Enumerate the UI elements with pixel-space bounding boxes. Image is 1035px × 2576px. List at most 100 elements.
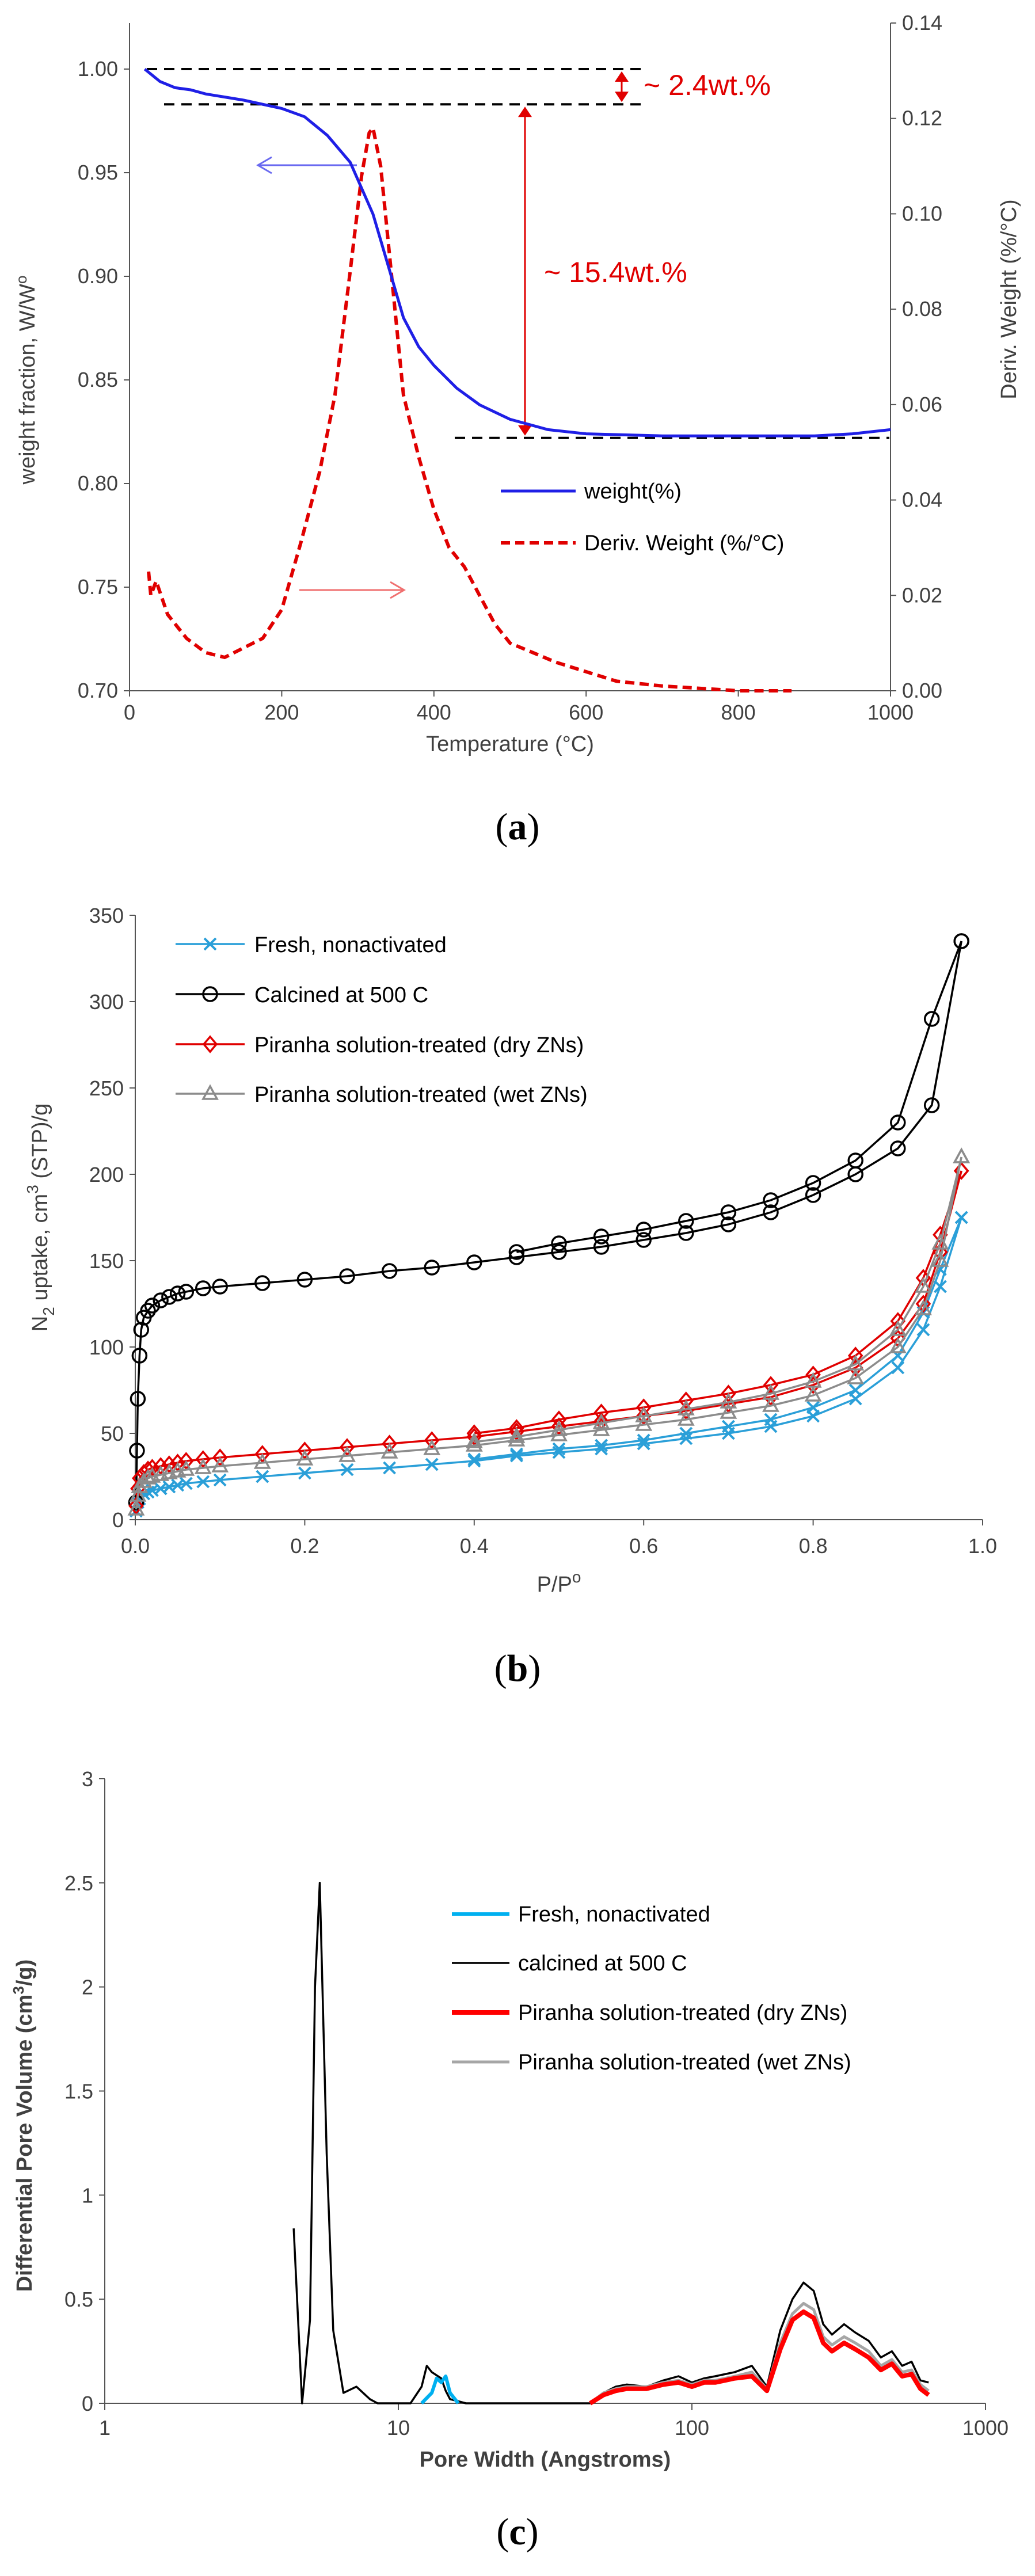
y-axis-label-ylabel_sub: 2 <box>40 1307 58 1316</box>
data-point <box>720 1403 737 1419</box>
loss-arrow-1-head-top <box>615 71 629 82</box>
y-tick-label: 50 <box>101 1422 124 1445</box>
y-tick-label: 0.95 <box>78 161 118 184</box>
legend-label-deriv: Deriv. Weight (%/°C) <box>584 531 784 555</box>
y-axis-label-ylabel_prefix: N <box>28 1316 52 1331</box>
x-axis-label-text: P/P <box>537 1573 572 1597</box>
data-point <box>847 1354 865 1371</box>
series-adsorption-line <box>135 1170 962 1506</box>
data-point <box>139 1468 157 1485</box>
data-point <box>636 1407 652 1425</box>
legend-label: Piranha solution-treated (dry ZNs) <box>254 1033 584 1057</box>
data-point <box>423 1439 441 1455</box>
data-point <box>195 1450 211 1468</box>
data-point <box>380 1443 398 1459</box>
data-point <box>762 1396 779 1412</box>
data-point <box>467 1454 481 1468</box>
loss-arrow-2-head-bottom <box>518 425 532 436</box>
x-axis-label: Temperature (°C) <box>426 732 594 756</box>
data-point <box>677 1410 695 1426</box>
data-point <box>153 1457 169 1475</box>
data-point <box>953 933 969 949</box>
y-axis-label-sup: o <box>13 276 30 284</box>
caption-a: (a) <box>496 806 540 848</box>
loss-arrow-2-head-top <box>518 106 532 117</box>
data-point <box>891 1361 905 1375</box>
y-tick-label: 200 <box>89 1163 124 1186</box>
data-point <box>847 1152 863 1169</box>
data-point <box>508 1244 525 1260</box>
y2-tick-label: 0.08 <box>902 297 942 321</box>
data-point <box>161 1289 177 1305</box>
x-axis-label: Pore Width (Angstroms) <box>420 2448 671 2472</box>
data-point <box>933 1280 947 1293</box>
x-axis-label-sup: o <box>572 1568 581 1586</box>
data-point <box>595 1442 608 1456</box>
legend-swatch-marker <box>202 986 218 1002</box>
y2-tick-label: 0.06 <box>902 393 942 416</box>
data-point <box>256 1470 269 1483</box>
series-group <box>128 933 969 1510</box>
data-point <box>593 1239 610 1255</box>
data-point <box>135 1472 153 1488</box>
y-tick-label: 250 <box>89 1076 124 1100</box>
y-axis-label-ylabel_sup: 3 <box>10 1986 27 1994</box>
data-point <box>720 1216 737 1232</box>
caption-c: (c) <box>496 2511 538 2553</box>
data-point <box>194 1458 212 1474</box>
data-point <box>465 1432 483 1448</box>
panel-c: 1 10 100 1000 0 0.5 1 1.5 2 2.5 3 Pore Width (Angst… <box>10 1767 1009 2472</box>
y-tick-label: 3 <box>82 1767 93 1791</box>
legend-label: Calcined at 500 C <box>254 983 428 1007</box>
x-tick-label: 1000 <box>962 2416 1009 2440</box>
data-point <box>552 1442 566 1456</box>
data-point <box>721 1384 736 1403</box>
legend-label: Piranha solution-treated (wet ZNs) <box>518 2050 851 2075</box>
data-point <box>636 1232 652 1248</box>
data-point <box>637 1433 650 1447</box>
data-point <box>592 1413 610 1429</box>
data-point <box>720 1204 737 1220</box>
x-tick-label: 1.0 <box>968 1534 997 1558</box>
panel-b: 0.0 0.2 0.4 0.6 0.8 1.0 0 50 100 150 200 250 300 350 P… <box>24 904 997 1597</box>
data-point <box>763 1204 779 1220</box>
data-point <box>915 1299 932 1315</box>
data-point <box>953 1147 971 1163</box>
data-point <box>178 1284 195 1300</box>
data-point <box>465 1436 483 1452</box>
legend-swatch-marker <box>203 937 217 951</box>
x-tick-label: 0.0 <box>121 1534 150 1558</box>
data-point <box>144 1297 161 1314</box>
data-point <box>508 1249 525 1265</box>
data-point <box>339 1438 355 1456</box>
y-tick-label: 0 <box>82 2392 93 2415</box>
y-axis-label: Differential Pore Volume (cm3/g) <box>10 1959 37 2292</box>
data-point <box>153 1292 169 1308</box>
y-tick-label: 2.5 <box>64 1871 93 1895</box>
y-tick-label: 0.70 <box>78 679 118 702</box>
series-group <box>127 1147 971 1516</box>
y-tick-label: 300 <box>89 990 124 1014</box>
data-point <box>170 1453 185 1472</box>
data-point <box>679 1426 693 1440</box>
data-point <box>916 1323 930 1337</box>
data-point <box>763 1376 779 1394</box>
data-point <box>131 1477 149 1493</box>
legend-label: calcined at 500 C <box>518 1951 687 1976</box>
legend-label: Piranha solution-treated (wet ZNs) <box>254 1083 588 1107</box>
y-tick-label: 0.75 <box>78 575 118 599</box>
x-tick-label: 800 <box>721 701 756 724</box>
left-axis-indicator-arrow-head <box>256 156 272 174</box>
data-point <box>847 1368 865 1384</box>
y-tick-label: 1.5 <box>64 2080 93 2103</box>
x-tick-label: 0.4 <box>460 1534 489 1558</box>
data-point <box>637 1437 650 1451</box>
data-point <box>953 1162 969 1180</box>
data-point <box>552 1445 566 1459</box>
data-point <box>130 1391 146 1407</box>
data-point <box>954 1211 968 1224</box>
data-point <box>889 1337 907 1353</box>
data-point <box>196 1475 210 1489</box>
data-point <box>195 1280 211 1296</box>
